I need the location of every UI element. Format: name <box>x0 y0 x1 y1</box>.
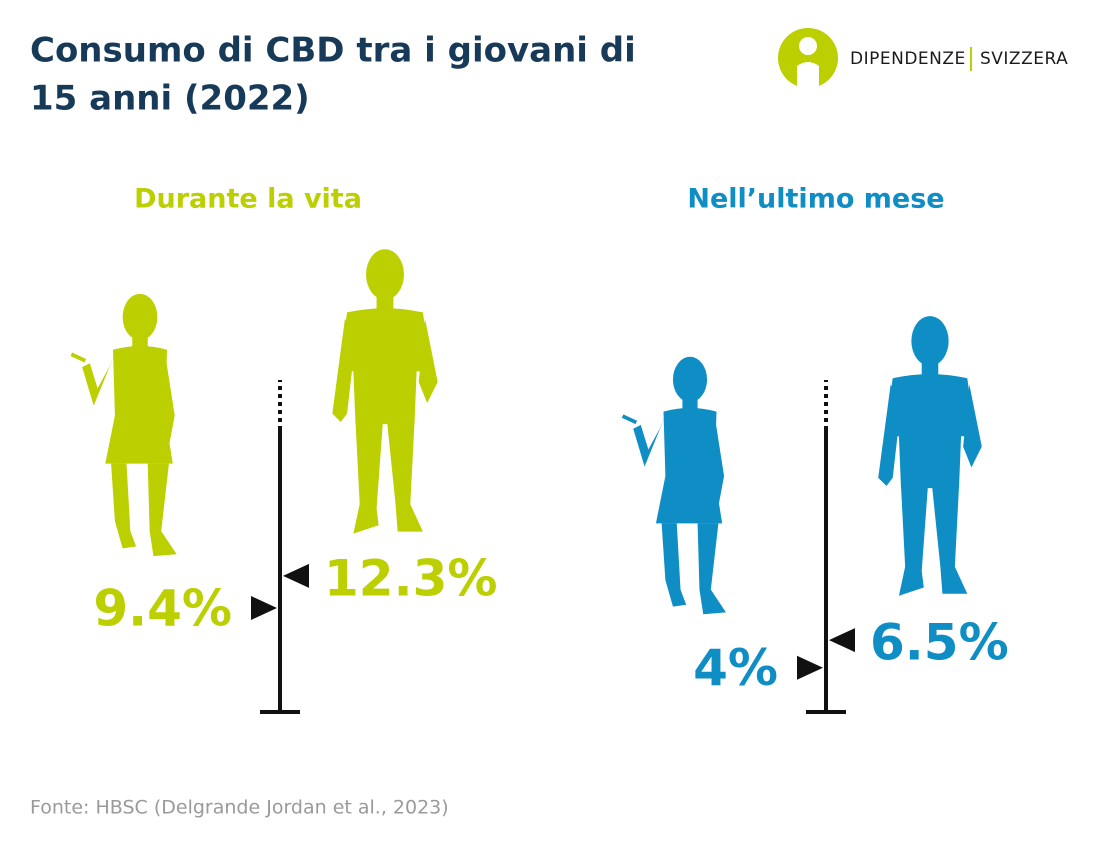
panel-title: Durante la vita <box>134 184 362 215</box>
cigarette <box>621 414 638 425</box>
arm <box>161 353 175 447</box>
arm <box>963 384 982 468</box>
arm <box>878 384 901 486</box>
arm <box>633 415 666 467</box>
female-silhouette <box>621 356 726 615</box>
leg <box>661 523 687 607</box>
leg <box>353 422 383 534</box>
logo-mark <box>799 37 817 55</box>
leg <box>932 486 968 594</box>
panel-title: Nell’ultimo mese <box>687 184 944 215</box>
logo-text: DIPENDENZE <box>850 49 966 69</box>
leg <box>697 523 726 615</box>
title: Consumo di CBD tra i giovani di <box>30 31 636 71</box>
value-label: 12.3% <box>324 549 497 607</box>
value-marker <box>283 563 309 588</box>
value-label: 4% <box>693 639 778 697</box>
neck <box>921 361 939 379</box>
value-marker <box>797 655 823 680</box>
head <box>911 316 949 366</box>
arm <box>82 353 115 406</box>
logo-mark <box>797 62 819 88</box>
source: Fonte: HBSC (Delgrande Jordan et al., 20… <box>30 797 449 819</box>
logo: DIPENDENZE SVIZZERA <box>778 28 1068 88</box>
head <box>366 249 404 300</box>
leg <box>147 463 177 557</box>
head <box>122 293 158 341</box>
torso <box>338 308 432 425</box>
arm <box>710 415 725 507</box>
leg <box>898 486 928 596</box>
value-marker <box>829 628 855 653</box>
male-silhouette <box>878 316 982 596</box>
leg <box>387 422 423 532</box>
cigarette <box>70 352 87 363</box>
logo-text: SVIZZERA <box>980 49 1068 69</box>
value-label: 6.5% <box>870 614 1009 672</box>
neck <box>376 295 394 313</box>
female-silhouette <box>70 293 177 557</box>
torso <box>884 374 976 489</box>
head <box>672 356 708 403</box>
title: 15 anni (2022) <box>30 79 310 119</box>
torso <box>655 407 723 524</box>
logo-mark <box>778 28 838 88</box>
torso <box>105 345 173 464</box>
arm <box>332 318 356 422</box>
male-silhouette <box>332 249 438 534</box>
value-marker <box>251 595 277 620</box>
arm <box>418 318 438 404</box>
leg <box>111 463 137 549</box>
value-label: 9.4% <box>93 579 232 637</box>
